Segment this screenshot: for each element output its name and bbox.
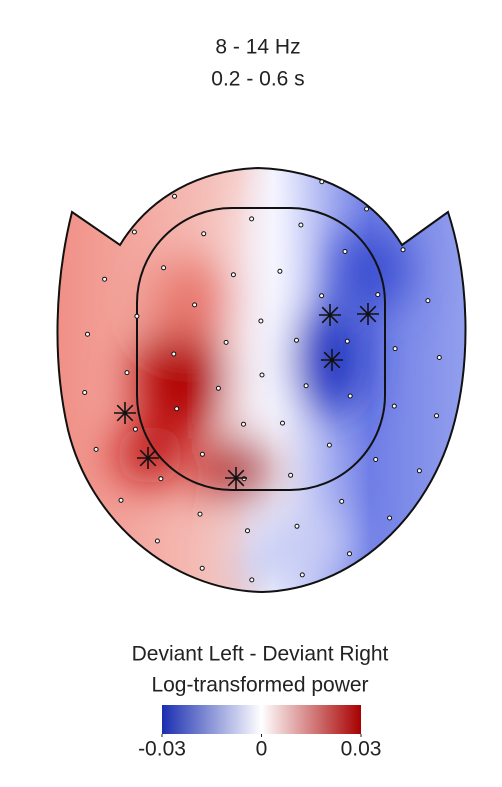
sensor [132, 426, 138, 432]
sensor [303, 383, 309, 389]
colorbar-sublabel: Log-transformed power [151, 674, 368, 697]
sensor [249, 216, 255, 222]
sensor [288, 472, 294, 478]
sensor [280, 420, 285, 426]
star [225, 467, 247, 489]
sensor [319, 293, 325, 299]
head-outline [56, 166, 467, 594]
sensor [347, 551, 352, 557]
sensors [82, 179, 442, 583]
helmet-outline [136, 207, 386, 491]
sensor [299, 572, 305, 578]
sensor [245, 528, 250, 534]
sensor [249, 577, 255, 583]
sensor [199, 565, 205, 571]
star-stroke [321, 306, 339, 324]
sensor [154, 538, 160, 544]
sensor [294, 337, 299, 343]
sensor [277, 268, 283, 274]
sensor [387, 515, 393, 521]
colorbar-tick-label: 0.03 [341, 738, 382, 761]
colorbar-label: Deviant Left - Deviant Right [132, 643, 389, 666]
sensor [342, 249, 348, 254]
sensor [392, 346, 398, 352]
colorbar-tick-label: -0.03 [138, 738, 186, 761]
title: 8 - 14 Hz [215, 36, 300, 59]
sensor [298, 222, 304, 228]
significant-sensors [114, 303, 379, 489]
colorbar-tick-label: 0 [256, 738, 268, 761]
star-stroke [323, 351, 341, 369]
sensor [82, 390, 88, 395]
sensor [294, 523, 300, 529]
star [137, 447, 159, 469]
sensor [425, 298, 431, 304]
sensor [375, 292, 381, 298]
sensor [199, 451, 205, 457]
sensor [172, 193, 177, 199]
star-stroke [359, 305, 377, 323]
star [114, 402, 136, 424]
sensor [344, 338, 350, 344]
sensor [241, 421, 246, 427]
sensor [391, 403, 397, 409]
sensor [124, 370, 130, 376]
sensor [339, 498, 345, 504]
sensor [161, 265, 167, 271]
sensor [434, 413, 439, 419]
star [357, 303, 379, 325]
sensor [174, 406, 180, 412]
sensor [171, 351, 177, 357]
sensor [364, 206, 370, 212]
star-stroke [227, 469, 245, 487]
sensor [223, 339, 229, 345]
sensor [102, 276, 108, 282]
sensor [373, 457, 379, 462]
sensor [259, 372, 265, 378]
sensor [197, 511, 203, 517]
star-stroke [139, 449, 157, 467]
sensor [215, 385, 221, 391]
sensor [319, 179, 325, 185]
star [321, 349, 343, 371]
colorbar [162, 705, 361, 734]
sensor [118, 497, 124, 503]
sensor [131, 229, 137, 235]
subtitle: 0.2 - 0.6 s [211, 68, 304, 91]
sensor [400, 247, 406, 253]
sensor [258, 318, 264, 324]
star-stroke [116, 404, 134, 422]
sensor [230, 272, 236, 278]
sensor [436, 355, 442, 360]
sensor [416, 468, 422, 474]
sensor [201, 231, 207, 237]
sensor [134, 313, 140, 319]
sensor [158, 476, 164, 482]
sensor [347, 393, 353, 399]
star [319, 304, 341, 326]
sensor [85, 331, 90, 337]
sensor [192, 302, 198, 308]
topography [57, 168, 466, 592]
sensor [93, 446, 99, 452]
sensor [326, 442, 332, 448]
